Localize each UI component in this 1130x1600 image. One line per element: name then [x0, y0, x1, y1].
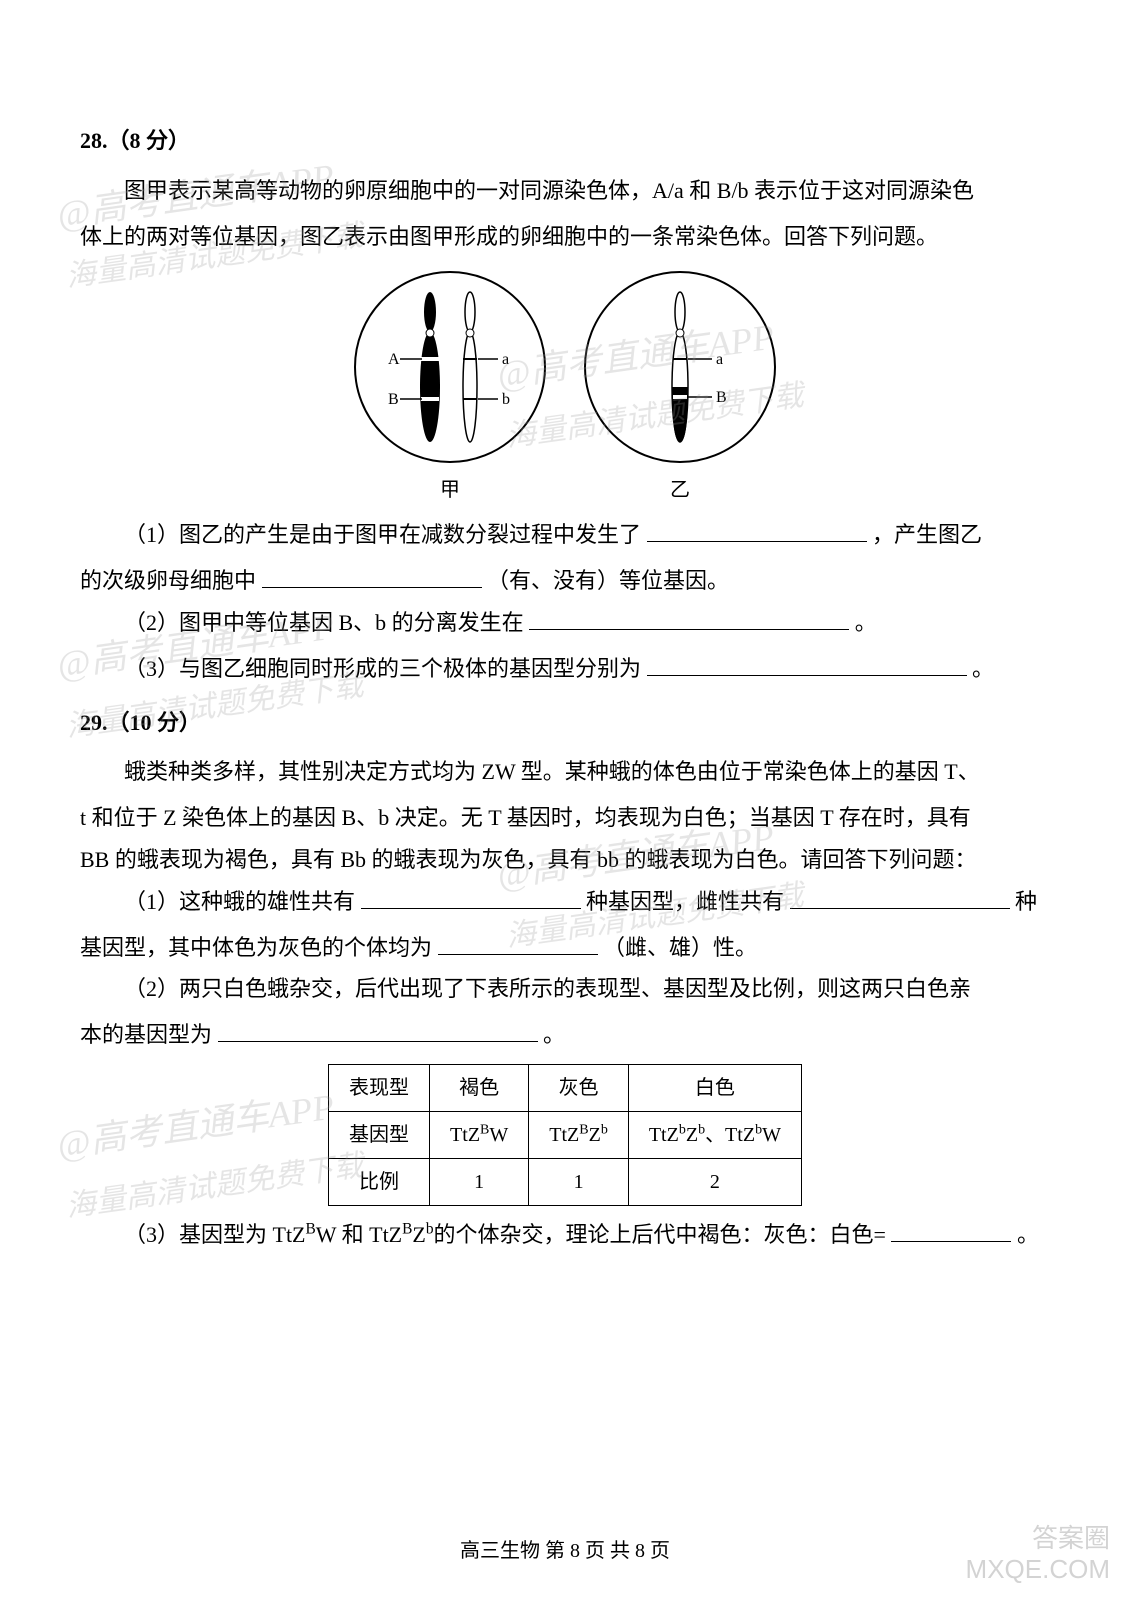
q29-sub3-d: 的个体杂交，理论上后代中褐色：灰色：白色=	[434, 1222, 886, 1247]
q28-sub1-a: （1）图乙的产生是由于图甲在减数分裂过程中发生了	[124, 522, 641, 547]
label-a: a	[716, 351, 723, 368]
q28-sub1: （1）图乙的产生是由于图甲在减数分裂过程中发生了 ，产生图乙	[80, 514, 1050, 556]
label-B: B	[388, 391, 399, 408]
yi-label: 乙	[670, 471, 690, 509]
q29-sub1-cont: 基因型，其中体色为灰色的个体均为 （雌、雄）性。	[80, 927, 1050, 969]
cell: 基因型	[329, 1111, 430, 1158]
q29-header: 29.（10 分）	[80, 702, 1050, 744]
q29-sub3: （3）基因型为 TtZBW 和 TtZBZb的个体杂交，理论上后代中褐色：灰色：…	[80, 1214, 1050, 1256]
cell: 比例	[329, 1158, 430, 1205]
cell: 褐色	[430, 1064, 529, 1111]
q28-sub3-a: （3）与图乙细胞同时形成的三个极体的基因型分别为	[124, 656, 641, 681]
q29-sub1-e: （雌、雄）性。	[603, 935, 757, 960]
page-footer: 高三生物 第 8 页 共 8 页	[0, 1532, 1130, 1570]
label-b: b	[502, 391, 510, 408]
q28-diagram-row: A B a b 甲 a B 乙	[80, 267, 1050, 509]
cell: 表现型	[329, 1064, 430, 1111]
q29-sub1-c: 种	[1015, 889, 1037, 914]
blank	[647, 520, 867, 542]
sup: B	[306, 1221, 316, 1238]
table-row: 比例 1 1 2	[329, 1158, 802, 1205]
blank	[262, 566, 482, 588]
q29-sub3-b: W 和 TtZ	[316, 1222, 402, 1247]
period: 。	[855, 610, 877, 635]
cell: TtZBW	[430, 1111, 529, 1158]
period: 。	[543, 1022, 565, 1047]
q28-intro-l2: 体上的两对等位基因，图乙表示由图甲形成的卵细胞中的一条常染色体。回答下列问题。	[80, 224, 938, 249]
blank	[218, 1020, 538, 1042]
q28-sub1-cont: 的次级卵母细胞中 （有、没有）等位基因。	[80, 560, 1050, 602]
corner-l2: MXQE.COM	[966, 1554, 1110, 1585]
cell-yi: a B 乙	[580, 267, 780, 509]
q28-sub1-d: （有、没有）等位基因。	[487, 568, 729, 593]
blank	[647, 654, 967, 676]
q28-sub2: （2）图甲中等位基因 B、b 的分离发生在 。	[80, 602, 1050, 644]
sup: B	[402, 1221, 412, 1238]
q28-sub2-a: （2）图甲中等位基因 B、b 的分离发生在	[124, 610, 524, 635]
corner-l1: 答案圈	[966, 1523, 1110, 1554]
cell: TtZbZb、TtZbW	[628, 1111, 801, 1158]
q29-sub1-a: （1）这种蛾的雄性共有	[124, 889, 355, 914]
blank	[529, 608, 849, 630]
table-row: 基因型 TtZBW TtZBZb TtZbZb、TtZbW	[329, 1111, 802, 1158]
q29-table: 表现型 褐色 灰色 白色 基因型 TtZBW TtZBZb TtZbZb、TtZ…	[328, 1064, 802, 1206]
cell-jia: A B a b 甲	[350, 267, 550, 509]
q29-sub3-c: Z	[412, 1222, 425, 1247]
cell: 白色	[628, 1064, 801, 1111]
jia-svg: A B a b	[350, 267, 550, 467]
sup: b	[426, 1221, 434, 1238]
cell: TtZBZb	[529, 1111, 629, 1158]
watermark-main: @高考直通车APP	[55, 1087, 337, 1165]
q28-sub3: （3）与图乙细胞同时形成的三个极体的基因型分别为 。	[80, 648, 1050, 690]
q28-intro-l1: 图甲表示某高等动物的卵原细胞中的一对同源染色体，A/a 和 B/b 表示位于这对…	[124, 178, 974, 203]
blank	[891, 1220, 1011, 1242]
q29-intro-l2: t 和位于 Z 染色体上的基因 B、b 决定。无 T 基因时，均表现为白色；当基…	[80, 797, 1050, 839]
period: 。	[1017, 1222, 1039, 1247]
cell: 2	[628, 1158, 801, 1205]
watermark: @高考直通车APP 海量高清试题免费下载	[53, 1070, 368, 1236]
q28-intro-l2-wrap: 体上的两对等位基因，图乙表示由图甲形成的卵细胞中的一条常染色体。回答下列问题。	[80, 216, 1050, 258]
q29-sub2-a: （2）两只白色蛾杂交，后代出现了下表所示的表现型、基因型及比例，则这两只白色亲	[124, 976, 971, 1001]
q29-intro-l3: BB 的蛾表现为褐色，具有 Bb 的蛾表现为灰色，具有 bb 的蛾表现为白色。请…	[80, 839, 1050, 881]
q28-sub1-b: ，产生图乙	[872, 522, 982, 547]
label-A: A	[388, 351, 400, 368]
q28-intro: 图甲表示某高等动物的卵原细胞中的一对同源染色体，A/a 和 B/b 表示位于这对…	[80, 170, 1050, 212]
label-a: a	[502, 351, 509, 368]
q29-sub1-d: 基因型，其中体色为灰色的个体均为	[80, 935, 432, 960]
q29-sub2-b: 本的基因型为	[80, 1022, 212, 1047]
blank	[790, 887, 1010, 909]
q28-header: 28.（8 分）	[80, 120, 1050, 162]
table-row: 表现型 褐色 灰色 白色	[329, 1064, 802, 1111]
q29-sub2: （2）两只白色蛾杂交，后代出现了下表所示的表现型、基因型及比例，则这两只白色亲	[80, 968, 1050, 1010]
label-B: B	[716, 389, 727, 406]
blank	[438, 933, 598, 955]
cell: 1	[529, 1158, 629, 1205]
cell: 1	[430, 1158, 529, 1205]
q29-sub1: （1）这种蛾的雄性共有 种基因型，雌性共有 种	[80, 881, 1050, 923]
q28-sub1-c: 的次级卵母细胞中	[80, 568, 256, 593]
corner-watermark: 答案圈 MXQE.COM	[966, 1523, 1110, 1585]
blank	[361, 887, 581, 909]
period: 。	[972, 656, 994, 681]
yi-svg: a B	[580, 267, 780, 467]
cell: 灰色	[529, 1064, 629, 1111]
jia-label: 甲	[440, 471, 460, 509]
q29-sub2-cont: 本的基因型为 。	[80, 1014, 1050, 1056]
q29-sub3-a: （3）基因型为 TtZ	[124, 1222, 306, 1247]
q29-sub1-b: 种基因型，雌性共有	[586, 889, 784, 914]
q29-intro-l1: 蛾类种类多样，其性别决定方式均为 ZW 型。某种蛾的体色由位于常染色体上的基因 …	[80, 751, 1050, 793]
